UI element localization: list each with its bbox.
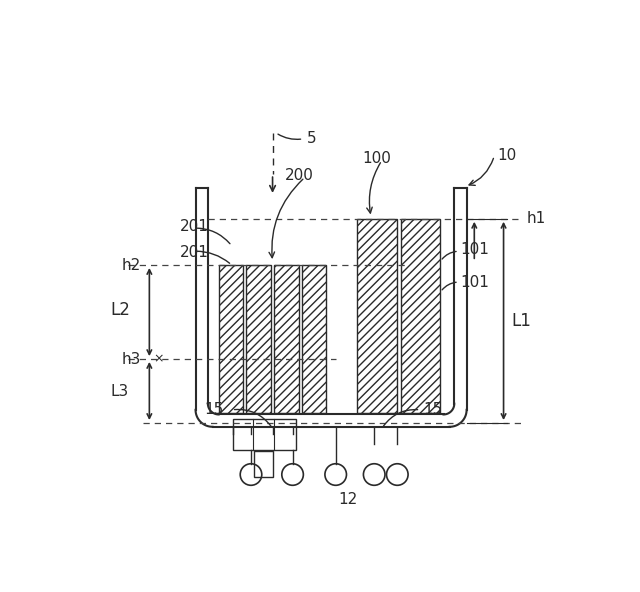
Text: L1: L1 <box>511 313 531 330</box>
Text: 15: 15 <box>424 403 443 417</box>
Bar <box>401 219 440 413</box>
Text: h3: h3 <box>122 352 141 366</box>
Text: 201: 201 <box>180 219 209 234</box>
Bar <box>254 451 273 477</box>
Text: 100: 100 <box>363 152 392 166</box>
Bar <box>246 265 271 413</box>
Text: 12: 12 <box>339 492 358 507</box>
Text: 200: 200 <box>285 168 314 184</box>
Text: 101: 101 <box>460 242 490 257</box>
Bar <box>219 265 243 413</box>
Text: h1: h1 <box>527 211 546 226</box>
Bar <box>302 265 326 413</box>
Text: ×: × <box>154 352 164 365</box>
Bar <box>274 265 299 413</box>
Bar <box>357 219 397 413</box>
Text: 10: 10 <box>497 148 516 163</box>
Text: L3: L3 <box>111 384 129 399</box>
Text: 101: 101 <box>460 275 490 289</box>
Text: L2: L2 <box>111 301 131 318</box>
Text: 15: 15 <box>205 403 224 417</box>
Text: 201: 201 <box>180 245 209 260</box>
Text: 5: 5 <box>307 131 316 146</box>
Text: h2: h2 <box>122 258 141 272</box>
Bar <box>232 419 296 450</box>
